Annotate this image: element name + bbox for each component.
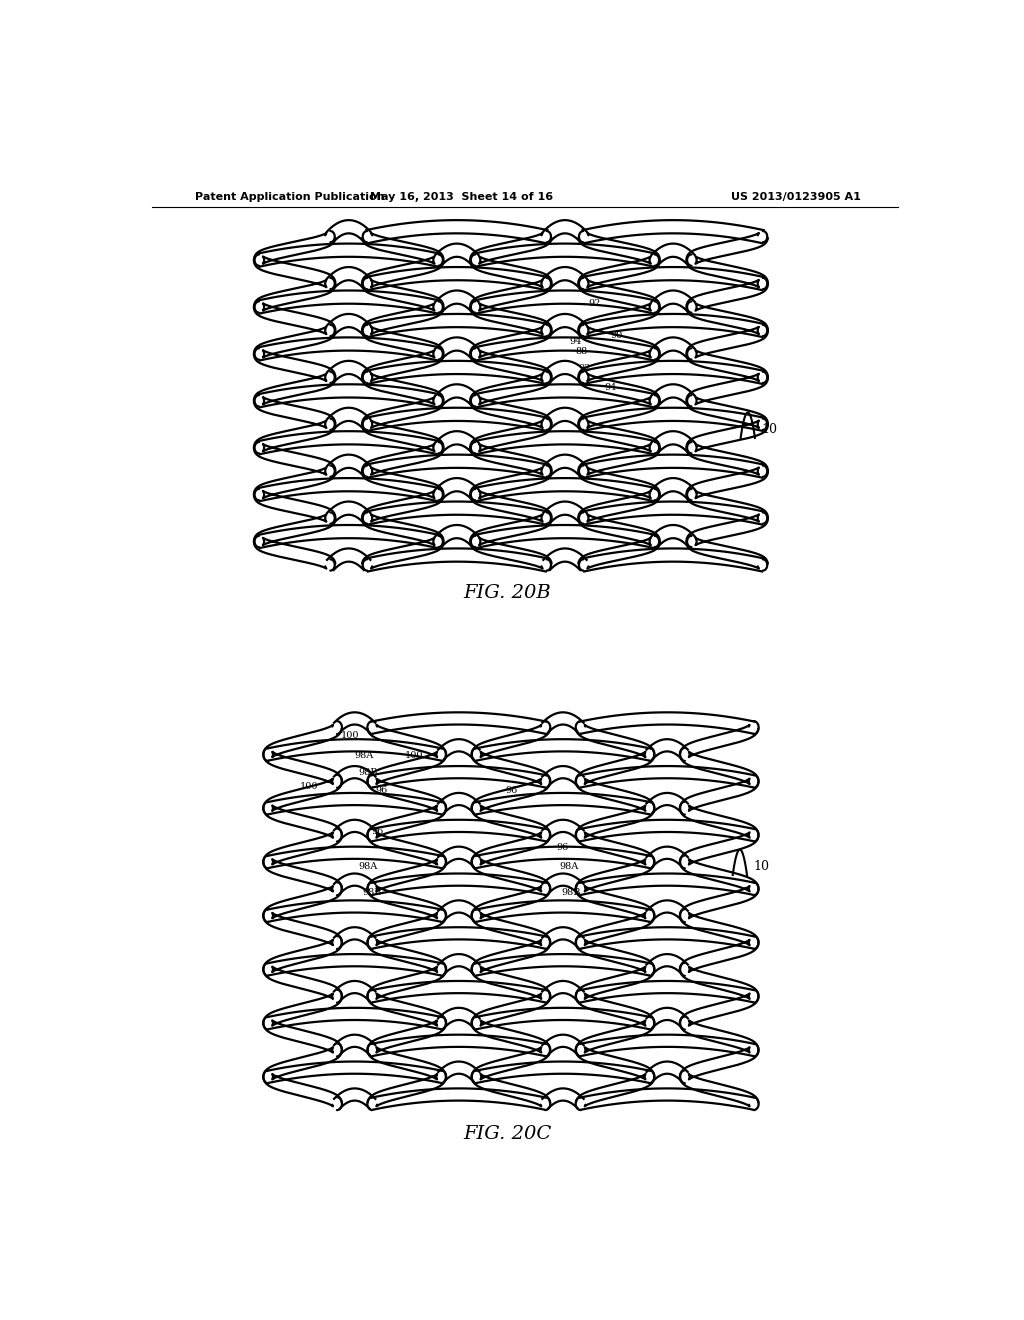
Text: 92: 92: [589, 300, 601, 309]
Text: 94: 94: [569, 337, 582, 346]
Text: 96: 96: [372, 826, 384, 836]
Text: 88: 88: [575, 347, 588, 356]
Text: FIG. 20C: FIG. 20C: [463, 1125, 552, 1143]
Text: 96: 96: [556, 843, 568, 851]
Text: 100: 100: [404, 751, 423, 759]
Text: 100: 100: [300, 781, 318, 791]
Text: 100: 100: [341, 731, 359, 741]
Text: 90: 90: [610, 331, 623, 339]
Text: 98B: 98B: [358, 768, 378, 776]
Text: 92: 92: [579, 364, 591, 374]
Text: 98A: 98A: [560, 862, 579, 871]
Text: Patent Application Publication: Patent Application Publication: [196, 191, 385, 202]
Text: May 16, 2013  Sheet 14 of 16: May 16, 2013 Sheet 14 of 16: [370, 191, 553, 202]
Text: FIG. 20B: FIG. 20B: [464, 585, 551, 602]
Text: 98B: 98B: [561, 888, 581, 896]
Text: 10: 10: [761, 424, 777, 437]
Text: 98A: 98A: [355, 751, 374, 759]
Text: 98A: 98A: [358, 862, 377, 871]
Text: 94: 94: [604, 383, 616, 392]
Text: US 2013/0123905 A1: US 2013/0123905 A1: [731, 191, 861, 202]
Text: 96: 96: [376, 787, 388, 795]
Text: 98B: 98B: [362, 888, 382, 896]
Text: 10: 10: [754, 861, 769, 874]
Text: 96: 96: [505, 787, 517, 795]
